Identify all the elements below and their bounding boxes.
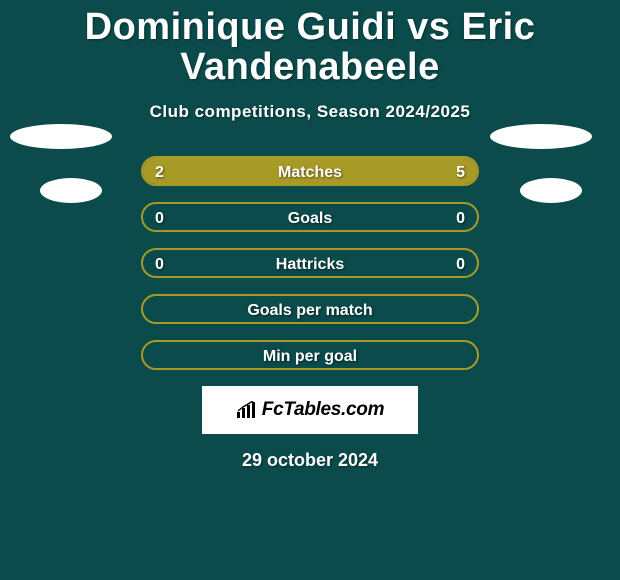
player-marker-left [10, 124, 112, 149]
stat-bar-track: Goals 0 0 [141, 202, 479, 232]
stat-value-left: 0 [155, 250, 164, 278]
page-title: Dominique Guidi vs Eric Vandenabeele [0, 0, 620, 88]
stat-value-right: 5 [456, 158, 465, 186]
stat-label: Matches [278, 158, 342, 186]
stat-value-left: 2 [155, 158, 164, 186]
logo-box: FcTables.com [202, 386, 418, 434]
stat-value-left: 0 [155, 204, 164, 232]
stat-label: Hattricks [276, 250, 344, 278]
stat-bar-track: Goals per match [141, 294, 479, 324]
stat-label: Goals [288, 204, 332, 232]
stat-row: Min per goal [0, 340, 620, 370]
stat-value-right: 0 [456, 250, 465, 278]
stat-row: Hattricks 0 0 [0, 248, 620, 278]
player-marker-right [490, 124, 592, 149]
stat-row: Goals per match [0, 294, 620, 324]
date-line: 29 october 2024 [0, 450, 620, 471]
stat-bar-track: Min per goal [141, 340, 479, 370]
stat-bar-track: Hattricks 0 0 [141, 248, 479, 278]
player-marker-left [40, 178, 102, 203]
stat-row: Goals 0 0 [0, 202, 620, 232]
stat-label: Goals per match [247, 296, 372, 324]
player-marker-right [520, 178, 582, 203]
chart-icon [236, 401, 258, 419]
stat-bar-fill-right [236, 158, 477, 184]
stat-label: Min per goal [263, 342, 357, 370]
logo-text: FcTables.com [262, 399, 384, 421]
logo: FcTables.com [236, 399, 384, 421]
stat-value-right: 0 [456, 204, 465, 232]
page-subtitle: Club competitions, Season 2024/2025 [0, 102, 620, 122]
stat-bar-track: Matches 2 5 [141, 156, 479, 186]
